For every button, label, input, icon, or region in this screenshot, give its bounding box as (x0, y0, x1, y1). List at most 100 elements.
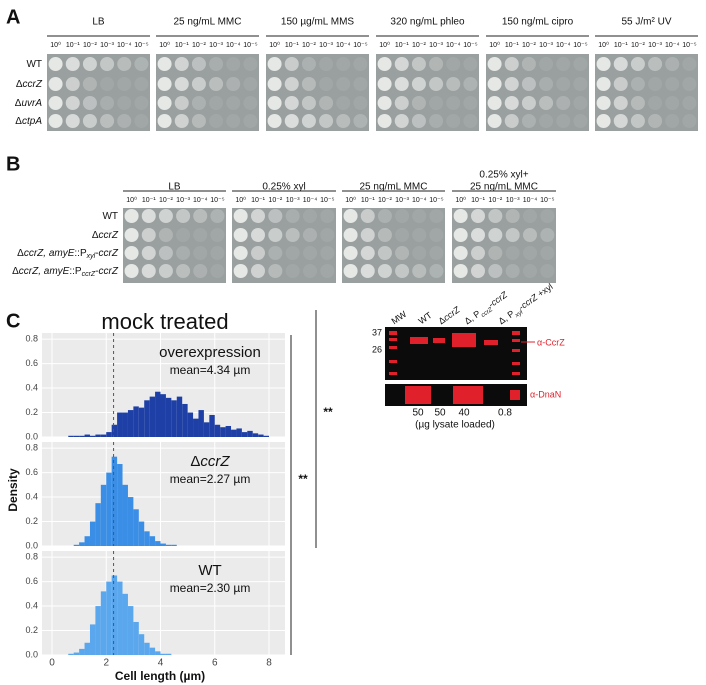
y-tick-label: 0.4 (25, 491, 38, 501)
facet-label: ΔccrZ (190, 453, 230, 470)
significance: ** (298, 472, 308, 486)
colony-spot (446, 114, 461, 128)
colony-spot (320, 228, 335, 242)
colony-spot (319, 77, 334, 91)
colony-spot (176, 264, 191, 278)
colony-spot (226, 77, 241, 91)
colony-spot (573, 114, 588, 128)
colony-spot (630, 96, 645, 110)
colony-spot (65, 114, 80, 128)
histogram-bar (225, 425, 232, 437)
colony-spot (377, 77, 392, 91)
dilution-label: 10⁰ (455, 196, 466, 204)
colony-spot (191, 77, 206, 91)
colony-spot (343, 246, 358, 260)
colony-spot (429, 77, 444, 91)
y-axis-title: Density (6, 468, 20, 512)
y-tick-label: 0.8 (25, 442, 38, 452)
colony-spot (268, 246, 283, 260)
histogram-bar (149, 396, 156, 437)
facet-mean: mean=4.34 µm (170, 363, 251, 377)
colony-spot (488, 264, 503, 278)
colony-spot (134, 114, 149, 128)
colony-spot (193, 228, 208, 242)
histogram-bar (68, 435, 74, 437)
dilution-label: 10⁻⁵ (682, 42, 696, 49)
colony-spot (556, 114, 571, 128)
colony-spot (377, 228, 392, 242)
histogram-bar (95, 434, 101, 437)
colony-spot (157, 77, 172, 91)
colony-spot (100, 57, 115, 71)
x-tick-label: 4 (158, 658, 164, 669)
dilution-label: 10⁻³ (319, 42, 333, 49)
panel-background (42, 442, 285, 546)
colony-spot (158, 246, 173, 260)
text-segment: Δ (16, 79, 23, 90)
colony-spot (134, 77, 149, 91)
colony-spot (360, 264, 375, 278)
histogram-bar (106, 472, 112, 546)
colony-spot (157, 96, 172, 110)
colony-spot (303, 209, 317, 223)
text-segment: Δ (15, 116, 22, 127)
strain-label: WT (26, 59, 42, 70)
colony-spot (360, 209, 375, 223)
colony-spot (377, 96, 392, 110)
colony-spot (463, 96, 478, 110)
colony-spot (319, 57, 334, 71)
histogram-bar (117, 464, 123, 546)
marker-label: 26 (372, 344, 382, 354)
colony-spot (336, 114, 351, 128)
dilution-label: 10⁻⁴ (226, 42, 241, 49)
colony-spot (243, 96, 258, 110)
colony-spot (320, 209, 335, 223)
colony-spot (471, 209, 485, 223)
text-segment: Δ (437, 315, 448, 327)
colony-spot (319, 114, 334, 128)
colony-spot (158, 264, 173, 278)
colony-spot (596, 96, 611, 110)
plate-photo (595, 54, 698, 131)
colony-spot (412, 264, 427, 278)
colony-spot (210, 246, 225, 260)
dilution-label: 10⁰ (235, 196, 246, 204)
colony-spot (343, 228, 358, 242)
colony-spot (487, 114, 502, 128)
colony-spot (540, 264, 555, 278)
colony-spot (285, 246, 300, 260)
blot-bands (389, 331, 520, 404)
histogram-bar (144, 642, 150, 655)
histogram-bar (111, 424, 118, 437)
dilution-label: 10⁻⁵ (243, 42, 257, 49)
histogram-bar (138, 521, 145, 546)
colony-spot (251, 246, 265, 260)
text-segment: xyl (513, 309, 525, 320)
text-segment: Δ, P (463, 309, 483, 327)
dilution-label: 10⁻⁵ (540, 197, 554, 204)
dilution-label: 10⁻² (412, 42, 426, 49)
text-segment: WT (198, 562, 221, 579)
dilution-label: 10⁻⁴ (303, 197, 318, 204)
histogram-bar (84, 536, 90, 546)
colony-spot (284, 57, 299, 71)
colony-spot (210, 209, 225, 223)
colony-spot (141, 264, 156, 278)
colony-spot (429, 209, 444, 223)
histogram-bar (106, 432, 112, 437)
colony-spot (191, 57, 206, 71)
colony-spot (504, 77, 519, 91)
colony-spot (336, 77, 351, 91)
histogram-bar (160, 653, 166, 655)
dilution-label: 10⁻³ (176, 197, 190, 204)
colony-spot (100, 77, 115, 91)
colony-spot (648, 114, 663, 128)
colony-spot (82, 96, 97, 110)
loaded-amount: 50 (434, 408, 446, 419)
histogram-bar (73, 652, 80, 655)
histogram-bar (79, 435, 85, 437)
text-segment: xyl (86, 253, 96, 260)
dilution-label: 10⁻¹ (614, 42, 628, 49)
text-segment: Δ (12, 266, 19, 277)
colony-spot (193, 246, 208, 260)
